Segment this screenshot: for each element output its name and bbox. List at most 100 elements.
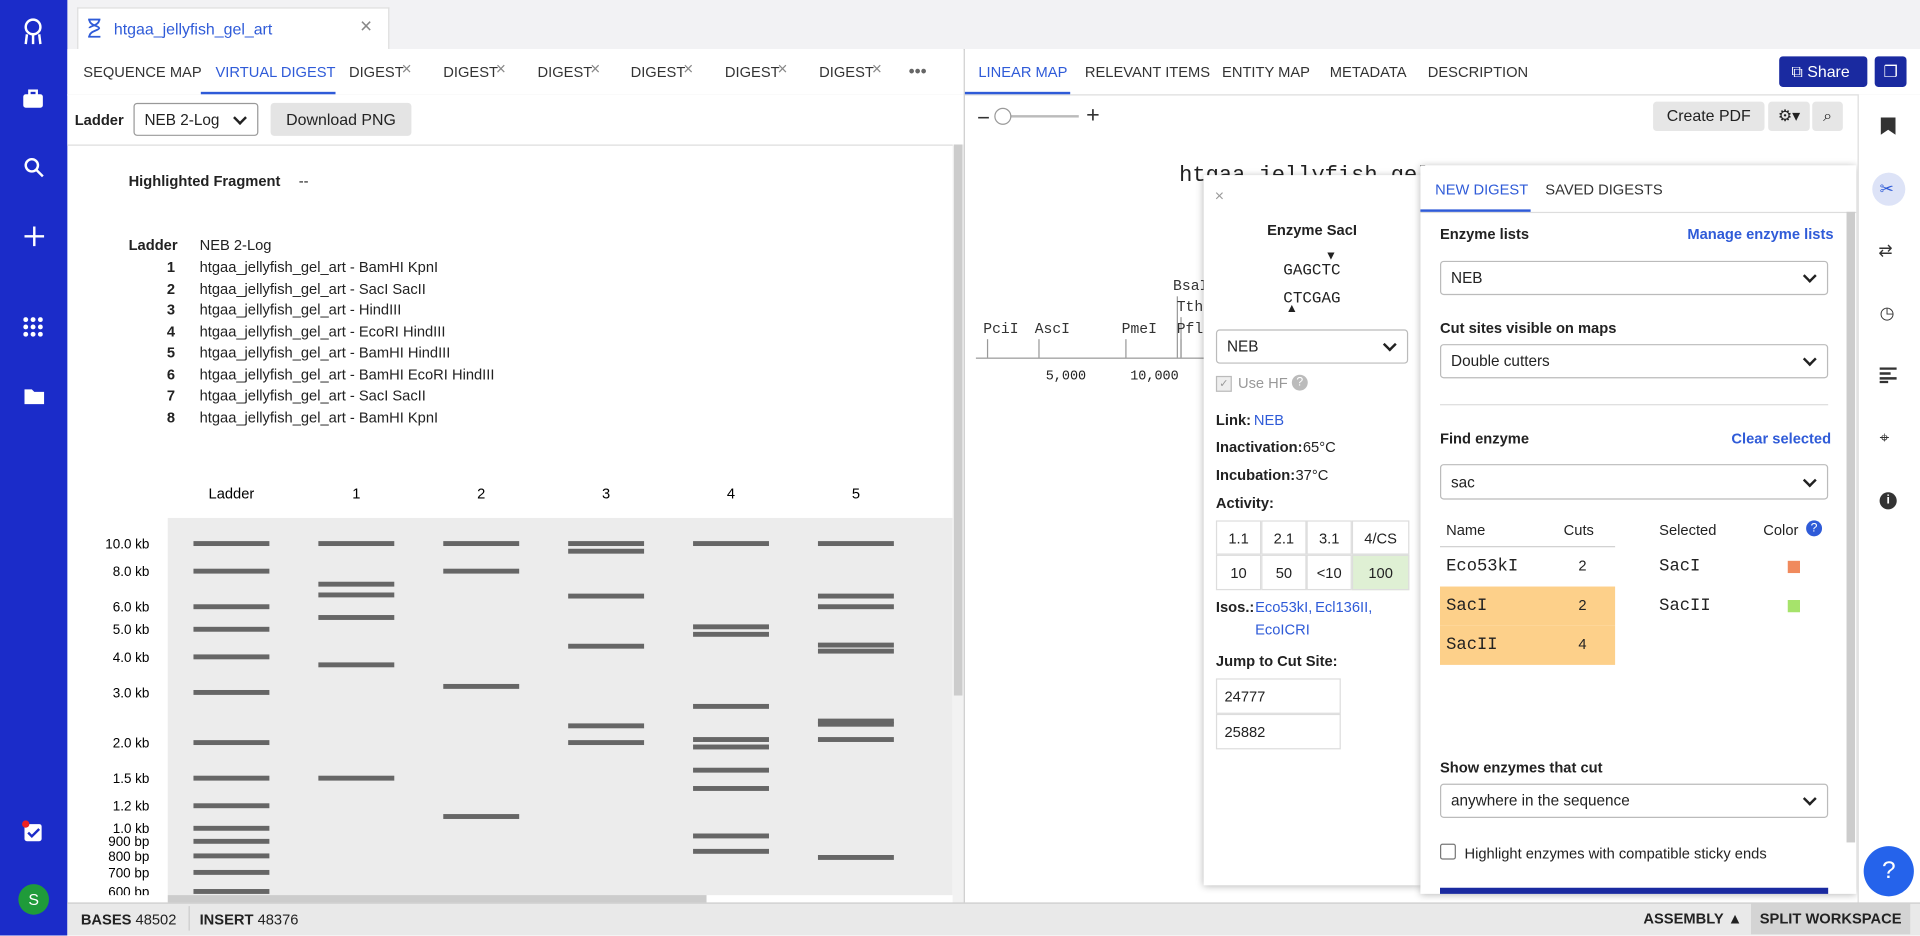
assembly-label[interactable]: ASSEMBLY (1643, 909, 1724, 927)
logo-icon[interactable] (21, 17, 45, 46)
share-button[interactable]: ⧉ Share (1779, 56, 1868, 87)
scissors-icon[interactable]: ✂ (1879, 178, 1894, 199)
avatar[interactable]: S (18, 884, 49, 915)
search-icon[interactable] (23, 157, 45, 179)
link[interactable]: NEB (1253, 411, 1285, 429)
map-enzyme[interactable]: PmeI (1121, 320, 1157, 338)
highlight-checkbox[interactable] (1440, 843, 1456, 860)
map-enzyme[interactable]: BsaI (1173, 277, 1209, 296)
add-icon[interactable] (23, 225, 45, 247)
tab-close[interactable]: × (871, 58, 882, 79)
settings-button[interactable]: ⚙▾ (1768, 101, 1810, 132)
tasks-icon[interactable] (22, 820, 44, 842)
iso-link[interactable]: Eco53kI, (1255, 598, 1313, 616)
left-tab[interactable]: SEQUENCE MAP (83, 63, 202, 81)
cut-sites-select[interactable]: Double cutters (1440, 344, 1829, 379)
cut-site[interactable]: 25882 (1215, 713, 1341, 750)
manage-link[interactable]: Manage enzyme lists (1687, 225, 1834, 243)
selected-color[interactable] (1787, 560, 1801, 574)
right-tab[interactable]: DESCRIPTION (1427, 63, 1529, 81)
close-tab[interactable]: × (360, 14, 373, 38)
cut-arrow: ▲ (1285, 302, 1298, 316)
enzyme-row[interactable] (1440, 547, 1616, 587)
left-tab[interactable]: DIGEST (630, 63, 686, 81)
map-enzyme[interactable]: AscI (1034, 320, 1070, 338)
split-label[interactable]: SPLIT WORKSPACE (1759, 909, 1902, 927)
left-tab[interactable]: DIGEST (537, 63, 593, 81)
right-tab[interactable]: METADATA (1329, 63, 1407, 81)
file-tab[interactable] (77, 7, 390, 49)
tab-close[interactable]: × (777, 58, 788, 79)
band (693, 631, 769, 637)
tab-close[interactable]: × (495, 58, 506, 79)
folder-icon[interactable] (23, 386, 45, 406)
popup-close[interactable]: × (1214, 186, 1224, 205)
hf-help[interactable]: ? (1291, 374, 1308, 391)
zoom-out[interactable]: − (977, 105, 991, 130)
info-icon[interactable]: i (1879, 492, 1897, 510)
activity-header: 3.1 (1306, 520, 1352, 555)
tab-close[interactable]: × (401, 58, 412, 79)
cut-site[interactable]: 24777 (1215, 678, 1341, 714)
enzyme-name[interactable]: SacII (1446, 635, 1498, 656)
swap-icon[interactable]: ⇄ (1878, 240, 1893, 260)
selected-name[interactable]: SacI (1659, 557, 1701, 577)
inactivation: 65°C (1302, 438, 1336, 456)
enzyme-row[interactable] (1440, 625, 1616, 665)
right-tab[interactable]: LINEAR MAP (978, 63, 1068, 81)
briefcase-icon[interactable] (22, 89, 44, 109)
create-pdf[interactable]: Create PDF (1653, 101, 1765, 132)
apps-icon[interactable] (23, 317, 43, 337)
activity-value: <10 (1306, 554, 1352, 591)
digest-tab[interactable]: SAVED DIGESTS (1545, 181, 1663, 199)
enzyme-name[interactable]: Eco53kI (1446, 557, 1519, 577)
help-button[interactable]: ? (1863, 846, 1914, 897)
digest-button-edge[interactable] (1440, 887, 1829, 894)
map-search[interactable]: ⌕ (1812, 101, 1843, 132)
show-select[interactable]: anywhere in the sequence (1440, 783, 1829, 818)
left-tab[interactable]: DIGEST (819, 63, 874, 81)
ladder-select[interactable]: NEB 2-Log (133, 102, 259, 136)
zoom-slider[interactable] (997, 115, 1079, 118)
ladder-label: Ladder (74, 111, 124, 129)
lane-header: 1 (352, 486, 360, 502)
selected-name[interactable]: SacII (1659, 596, 1711, 616)
color-help[interactable]: ? (1806, 520, 1823, 537)
right-tab[interactable]: RELEVANT ITEMS (1084, 63, 1211, 81)
clear-link[interactable]: Clear selected (1731, 429, 1832, 447)
right-tab[interactable]: ENTITY MAP (1222, 63, 1310, 81)
left-tab[interactable]: DIGEST (348, 63, 404, 81)
zoom-handle[interactable] (994, 107, 1012, 125)
supplier-select[interactable]: NEB (1215, 329, 1409, 364)
enzyme-list-select[interactable]: NEB (1440, 260, 1829, 296)
left-tab[interactable]: DIGEST (724, 63, 780, 81)
zoom-in[interactable]: + (1086, 102, 1100, 129)
tab-close[interactable]: × (683, 58, 694, 79)
hf-checkbox[interactable]: ✓ (1215, 375, 1232, 392)
find-input[interactable]: sac (1440, 464, 1829, 500)
splitter[interactable] (963, 48, 965, 903)
digest-tool-active[interactable] (1872, 172, 1906, 206)
isos-label: Isos.: (1215, 598, 1255, 616)
bookmark-icon[interactable] (1880, 116, 1897, 136)
target-icon[interactable]: ⌖ (1879, 427, 1890, 447)
enzyme-name[interactable]: SacI (1446, 596, 1488, 616)
map-enzyme[interactable]: PciI (983, 320, 1019, 338)
left-tab[interactable]: DIGEST (443, 63, 498, 81)
iso-link[interactable]: EcoICRI (1255, 620, 1310, 638)
selected-color[interactable] (1787, 600, 1801, 613)
file-tab-title[interactable]: htgaa_jellyfish_gel_art (113, 19, 273, 38)
more-tabs[interactable]: ••• (908, 61, 927, 81)
tab-close[interactable]: × (590, 58, 601, 79)
left-tab[interactable]: VIRTUAL DIGEST (215, 63, 336, 81)
digest-tab[interactable]: NEW DIGEST (1435, 181, 1529, 199)
assembly-button[interactable]: ASSEMBLY ▲ (1643, 909, 1743, 927)
download-button[interactable]: Download PNG (270, 102, 412, 136)
copy-button[interactable]: ❐ (1874, 56, 1907, 87)
align-icon[interactable] (1879, 367, 1897, 384)
share-label[interactable]: Share (1807, 62, 1850, 81)
enzyme-row[interactable] (1440, 586, 1616, 626)
history-icon[interactable]: ◷ (1879, 302, 1895, 323)
iso-link[interactable]: Ecl136II, (1315, 598, 1373, 616)
split-button[interactable]: SPLIT WORKSPACE (1751, 903, 1911, 935)
